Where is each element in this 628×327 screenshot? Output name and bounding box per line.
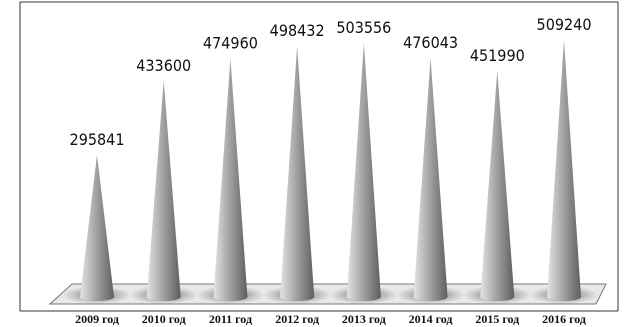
category-label: 2013 год [342, 312, 386, 326]
cone-bar [547, 40, 581, 301]
cone-bar [213, 58, 248, 302]
cone-bar [146, 80, 181, 301]
value-label: 474960 [203, 33, 258, 52]
cone-bar [346, 43, 381, 302]
chart-marks: 295841 2009 год 433600 2010 год 474960 2011 г… [63, 15, 598, 326]
category-label: 2015 год [475, 312, 519, 326]
value-label: 498432 [270, 21, 325, 40]
category-label: 2014 год [409, 312, 453, 326]
value-label: 451990 [470, 46, 525, 65]
value-label: 503556 [336, 18, 391, 37]
value-label: 433600 [136, 56, 191, 75]
value-label: 476043 [403, 33, 458, 52]
cone-bar [280, 45, 315, 301]
cone-bar [80, 155, 114, 301]
cone-bar [413, 57, 448, 301]
category-label: 2016 год [542, 312, 586, 326]
cone-bar [480, 70, 515, 301]
value-label: 295841 [70, 130, 125, 149]
value-label: 509240 [537, 15, 592, 34]
category-label: 2012 год [275, 312, 319, 326]
category-label: 2011 год [209, 312, 252, 326]
category-label: 2010 год [142, 312, 186, 326]
category-label: 2009 год [75, 312, 119, 326]
